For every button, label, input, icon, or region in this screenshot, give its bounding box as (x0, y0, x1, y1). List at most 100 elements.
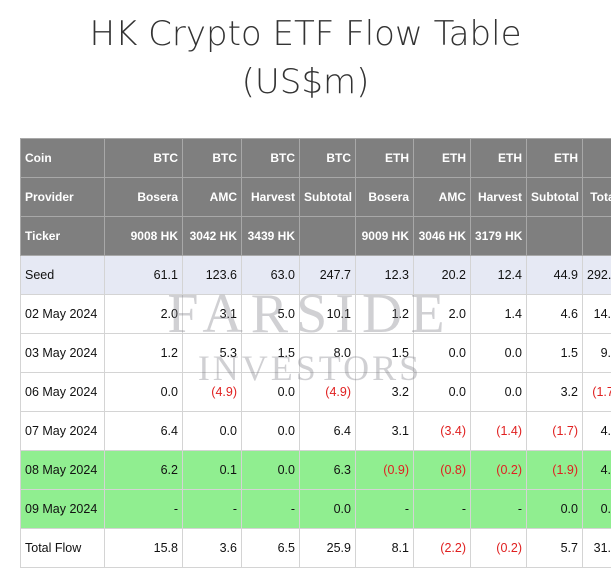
value-cell: 20.2 (413, 255, 471, 295)
header-cell (582, 216, 611, 256)
header-row-coin: Coin BTC BTC BTC BTC ETH ETH ETH ETH (20, 138, 611, 178)
value-cell: 5.3 (182, 333, 242, 373)
row-label-cell: 03 May 2024 (20, 333, 105, 373)
value-cell: 0.0 (582, 489, 611, 529)
value-cell: 4.7 (582, 411, 611, 451)
value-cell: 1.4 (470, 294, 527, 334)
header-cell (526, 216, 583, 256)
value-cell: - (470, 489, 527, 529)
value-cell: 0.0 (526, 489, 583, 529)
table-row: 03 May 2024 1.2 5.3 1.5 8.0 1.5 0.0 0.0 … (20, 333, 611, 373)
value-cell: 0.0 (413, 333, 471, 373)
header-cell: BTC (299, 138, 356, 178)
value-cell: 8.1 (355, 528, 414, 568)
header-cell: Ticker (20, 216, 105, 256)
header-cell: 3179 HK (470, 216, 527, 256)
header-cell: BTC (182, 138, 242, 178)
table-row-seed: Seed 61.1 123.6 63.0 247.7 12.3 20.2 12.… (20, 255, 611, 295)
value-cell: 1.5 (241, 333, 300, 373)
header-cell (582, 138, 611, 178)
value-cell: 1.2 (104, 333, 183, 373)
row-label-cell: 08 May 2024 (20, 450, 105, 490)
value-cell: 1.2 (355, 294, 414, 334)
value-cell: 12.3 (355, 255, 414, 295)
value-cell: 3.6 (182, 528, 242, 568)
row-label-cell: 07 May 2024 (20, 411, 105, 451)
table-row-highlighted: 09 May 2024 - - - 0.0 - - - 0.0 0.0 (20, 489, 611, 529)
header-cell: 9009 HK (355, 216, 414, 256)
table-row: 06 May 2024 0.0 (4.9) 0.0 (4.9) 3.2 0.0 … (20, 372, 611, 412)
value-cell: (0.2) (470, 450, 527, 490)
value-cell: 1.5 (526, 333, 583, 373)
value-cell: 0.0 (470, 333, 527, 373)
header-cell: ETH (355, 138, 414, 178)
header-cell: ETH (526, 138, 583, 178)
value-cell: 6.5 (241, 528, 300, 568)
header-cell: Harvest (241, 177, 300, 217)
value-cell: (1.9) (526, 450, 583, 490)
value-cell: 0.0 (299, 489, 356, 529)
value-cell: (1.4) (470, 411, 527, 451)
value-cell: - (413, 489, 471, 529)
header-cell: 3042 HK (182, 216, 242, 256)
table-body: Seed 61.1 123.6 63.0 247.7 12.3 20.2 12.… (20, 255, 611, 568)
value-cell: 0.0 (182, 411, 242, 451)
value-cell: 3.2 (355, 372, 414, 412)
row-label-cell: Total Flow (20, 528, 105, 568)
row-label-cell: 09 May 2024 (20, 489, 105, 529)
value-cell: 5.0 (241, 294, 300, 334)
value-cell: - (241, 489, 300, 529)
value-cell: 123.6 (182, 255, 242, 295)
table-header: Coin BTC BTC BTC BTC ETH ETH ETH ETH Pro… (20, 138, 611, 256)
value-cell: 3.1 (355, 411, 414, 451)
header-cell: Subtotal (299, 177, 356, 217)
value-cell: 4.6 (526, 294, 583, 334)
value-cell: 0.0 (241, 450, 300, 490)
header-cell: AMC (413, 177, 471, 217)
value-cell: 0.0 (104, 372, 183, 412)
value-cell: 6.2 (104, 450, 183, 490)
value-cell: 5.7 (526, 528, 583, 568)
header-cell: Total (582, 177, 611, 217)
header-cell: Bosera (355, 177, 414, 217)
header-cell (299, 216, 356, 256)
value-cell: 292.7 (582, 255, 611, 295)
header-cell: Harvest (470, 177, 527, 217)
value-cell: (4.9) (182, 372, 242, 412)
title-line-1: HK Crypto ETF Flow Table (89, 14, 522, 54)
value-cell: 12.4 (470, 255, 527, 295)
value-cell: 0.0 (241, 372, 300, 412)
value-cell: - (355, 489, 414, 529)
header-cell: BTC (104, 138, 183, 178)
value-cell: (1.7) (582, 372, 611, 412)
value-cell: 2.0 (104, 294, 183, 334)
value-cell: 44.9 (526, 255, 583, 295)
value-cell: (2.2) (413, 528, 471, 568)
value-cell: 247.7 (299, 255, 356, 295)
row-label-cell: 02 May 2024 (20, 294, 105, 334)
value-cell: 31.6 (582, 528, 611, 568)
value-cell: (0.2) (470, 528, 527, 568)
value-cell: 6.3 (299, 450, 356, 490)
header-cell: 3439 HK (241, 216, 300, 256)
value-cell: 3.1 (182, 294, 242, 334)
header-cell: AMC (182, 177, 242, 217)
header-cell: Subtotal (526, 177, 583, 217)
header-cell: 9008 HK (104, 216, 183, 256)
value-cell: (1.7) (526, 411, 583, 451)
value-cell: 6.4 (299, 411, 356, 451)
value-cell: 0.0 (413, 372, 471, 412)
value-cell: 14.7 (582, 294, 611, 334)
title-line-2: (US$m) (241, 62, 370, 102)
value-cell: 0.0 (241, 411, 300, 451)
row-label-cell: Seed (20, 255, 105, 295)
header-row-provider: Provider Bosera AMC Harvest Subtotal Bos… (20, 177, 611, 217)
value-cell: 6.4 (104, 411, 183, 451)
value-cell: 0.1 (182, 450, 242, 490)
page-title: HK Crypto ETF Flow Table (US$m) (0, 10, 611, 106)
table-row: 07 May 2024 6.4 0.0 0.0 6.4 3.1 (3.4) (1… (20, 411, 611, 451)
value-cell: (3.4) (413, 411, 471, 451)
value-cell: 9.5 (582, 333, 611, 373)
row-label-cell: 06 May 2024 (20, 372, 105, 412)
value-cell: (0.8) (413, 450, 471, 490)
